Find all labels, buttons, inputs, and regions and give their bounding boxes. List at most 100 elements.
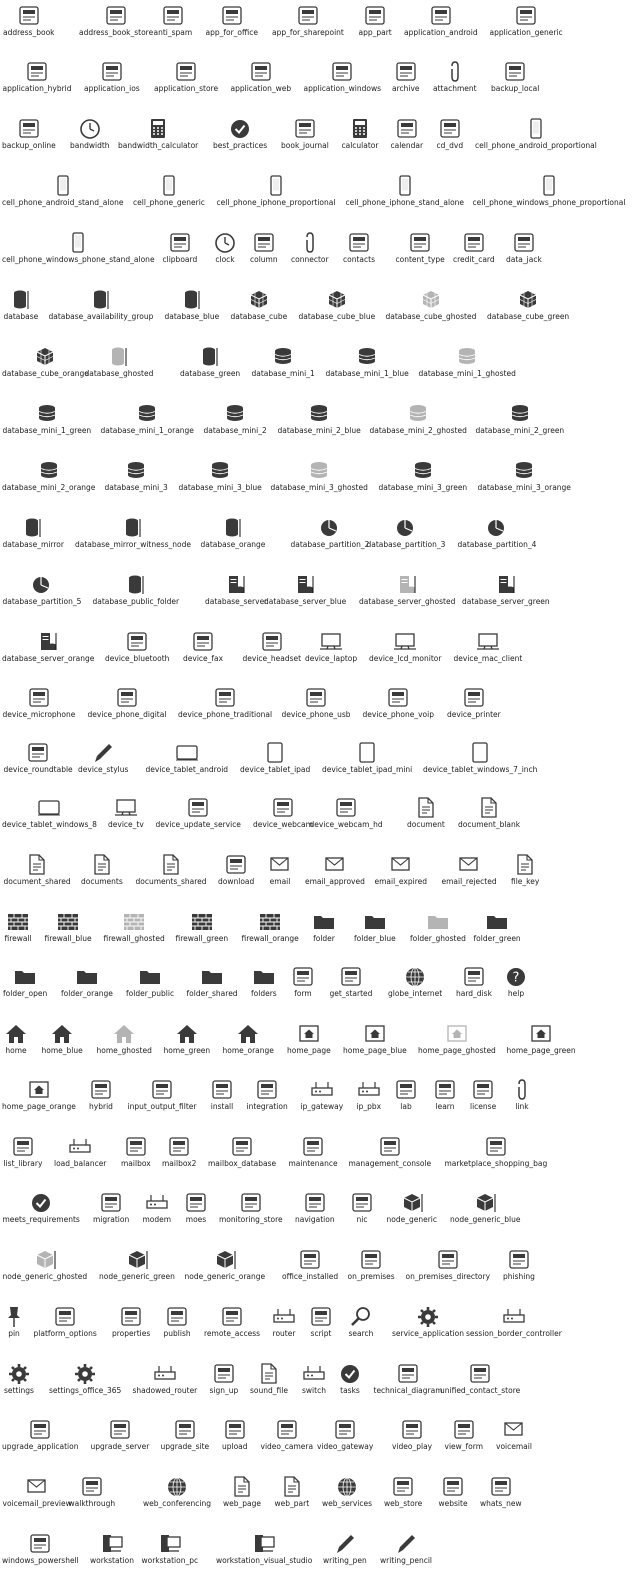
icon-tile: download bbox=[218, 853, 254, 886]
cell-phone-android-proportional-icon bbox=[524, 117, 548, 139]
icon-tile: credit_card bbox=[453, 231, 495, 264]
icon-label: home_blue bbox=[41, 1046, 83, 1055]
icon-label: attachment bbox=[433, 84, 477, 93]
icon-tile: whats_new bbox=[480, 1475, 522, 1508]
icon-tile: sign_up bbox=[210, 1362, 238, 1395]
icon-tile: firewall_blue bbox=[45, 910, 92, 943]
icon-tile: database_mini_2_ghosted bbox=[370, 402, 467, 435]
icon-tile: database_mini_1 bbox=[252, 345, 315, 378]
icon-tile: input_output_filter bbox=[128, 1078, 196, 1111]
icon-tile: database bbox=[4, 288, 38, 321]
icon-tile: device_bluetooth bbox=[105, 630, 169, 663]
icon-tile: ip_pbx bbox=[356, 1078, 382, 1111]
icon-label: home bbox=[5, 1046, 27, 1055]
icon-tile: device_tv bbox=[108, 796, 144, 829]
icon-label: folder_green bbox=[473, 934, 521, 943]
icon-label: database_partition_5 bbox=[2, 597, 82, 606]
icon-label: cd_dvd bbox=[436, 141, 464, 150]
icon-label: device_roundtable bbox=[3, 765, 73, 774]
icon-label: data_jack bbox=[506, 255, 542, 264]
documents-shared-icon bbox=[159, 853, 183, 875]
database-server-icon bbox=[224, 573, 248, 595]
icon-label: node_generic bbox=[386, 1215, 438, 1224]
folder-icon bbox=[312, 910, 336, 932]
icon-label: folders bbox=[251, 989, 277, 998]
license-icon bbox=[471, 1078, 495, 1100]
icon-label: folder_orange bbox=[61, 989, 113, 998]
icon-label: device_phone_traditional bbox=[178, 710, 273, 719]
icon-label: database_availability_group bbox=[48, 312, 154, 321]
icon-label: device_phone_digital bbox=[87, 710, 167, 719]
icon-tile: home_blue bbox=[42, 1022, 83, 1055]
database-mini-3-blue-icon bbox=[208, 459, 232, 481]
device-roundtable-icon bbox=[26, 741, 50, 763]
icon-label: bandwidth_calculator bbox=[118, 141, 199, 150]
icon-tile: database_mini_3_ghosted bbox=[271, 459, 368, 492]
icon-label: settings bbox=[4, 1386, 34, 1395]
node-generic-icon bbox=[400, 1191, 424, 1213]
icon-label: management_console bbox=[348, 1159, 432, 1168]
icon-label: database_partition_3 bbox=[366, 540, 446, 549]
upload-icon bbox=[223, 1418, 247, 1440]
folder-ghosted-icon bbox=[426, 910, 450, 932]
session-border-controller-icon bbox=[502, 1305, 526, 1327]
home-page-ghosted-icon bbox=[445, 1022, 469, 1044]
shadowed-router-icon bbox=[153, 1362, 177, 1384]
icon-tile: home_orange bbox=[223, 1022, 274, 1055]
icon-tile: get_started bbox=[330, 965, 372, 998]
icon-label: home_page bbox=[287, 1046, 331, 1055]
windows-powershell-icon bbox=[28, 1532, 52, 1554]
icon-label: database_blue bbox=[164, 312, 220, 321]
ip-pbx-icon bbox=[357, 1078, 381, 1100]
icon-tile: workstation_visual_studio bbox=[216, 1532, 312, 1565]
icon-label: cell_phone_iphone_proportional bbox=[216, 198, 336, 207]
service-application-icon bbox=[416, 1305, 440, 1327]
icon-tile: application_ios bbox=[84, 60, 140, 93]
upgrade-site-icon bbox=[173, 1418, 197, 1440]
icon-tile: database_mini_3_orange bbox=[478, 459, 571, 492]
icon-label: view_form bbox=[444, 1442, 484, 1451]
icon-tile: session_border_controller bbox=[466, 1305, 562, 1338]
icon-tile: folder_public bbox=[126, 965, 174, 998]
icon-label: moes bbox=[185, 1215, 207, 1224]
icon-label: node_generic_blue bbox=[450, 1215, 521, 1224]
workstation-pc-icon bbox=[158, 1532, 182, 1554]
icon-label: help bbox=[507, 989, 525, 998]
icon-tile: documents_shared bbox=[136, 853, 207, 886]
icon-label: voicemail_preview bbox=[2, 1499, 72, 1508]
icon-tile: marketplace_shopping_bag bbox=[445, 1135, 547, 1168]
icon-label: home_page_orange bbox=[2, 1102, 76, 1111]
icon-label: website bbox=[438, 1499, 468, 1508]
icon-tile: device_roundtable bbox=[4, 741, 73, 774]
icon-tile: home_page_orange bbox=[2, 1078, 76, 1111]
icon-label: upgrade_site bbox=[160, 1442, 210, 1451]
icon-tile: node_generic_green bbox=[99, 1248, 175, 1281]
icon-label: database_mini_2_ghosted bbox=[369, 426, 467, 435]
database-mini-2-green-icon bbox=[508, 402, 532, 424]
icon-label: database_mini_1_orange bbox=[100, 426, 194, 435]
icon-tile: pin bbox=[2, 1305, 26, 1338]
icon-label: ip_pbx bbox=[356, 1102, 382, 1111]
home-page-orange-icon bbox=[27, 1078, 51, 1100]
icon-label: address_book_store bbox=[79, 28, 154, 37]
icon-label: license bbox=[470, 1102, 497, 1111]
icon-tile: video_camera bbox=[261, 1418, 313, 1451]
icon-label: form bbox=[294, 989, 312, 998]
icon-tile: web_page bbox=[223, 1475, 261, 1508]
clock-icon bbox=[213, 231, 237, 253]
icon-label: database_mini_2_orange bbox=[2, 483, 96, 492]
icon-label: upgrade_application bbox=[2, 1442, 79, 1451]
icon-row: database_mini_1_green database_mini_1_ora… bbox=[0, 402, 634, 454]
icon-row: database_server_orange device_bluetooth de… bbox=[0, 630, 634, 682]
icon-tile: cell_phone_generic bbox=[133, 174, 205, 207]
icon-row: pin platform_options properties publish remo… bbox=[0, 1305, 634, 1357]
icon-tile: document_shared bbox=[4, 853, 71, 886]
icon-label: app_for_office bbox=[205, 28, 259, 37]
icon-label: install bbox=[210, 1102, 234, 1111]
database-mini-3-green-icon bbox=[411, 459, 435, 481]
bandwidth-icon bbox=[78, 117, 102, 139]
icon-tile: home bbox=[4, 1022, 28, 1055]
best-practices-icon bbox=[228, 117, 252, 139]
icon-label: load_balancer bbox=[54, 1159, 107, 1168]
icon-tile: database_server_ghosted bbox=[359, 573, 455, 606]
